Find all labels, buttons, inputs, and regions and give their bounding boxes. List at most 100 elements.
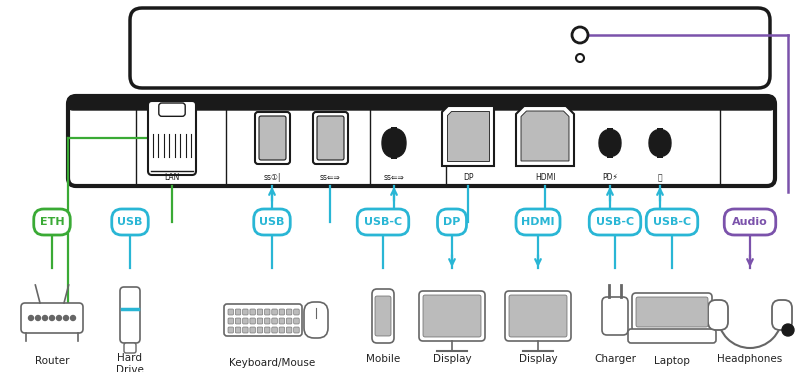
Polygon shape	[442, 106, 494, 166]
Circle shape	[35, 315, 41, 321]
Text: DP: DP	[462, 173, 474, 182]
FancyBboxPatch shape	[228, 327, 234, 333]
Text: USB-C: USB-C	[596, 217, 634, 227]
FancyBboxPatch shape	[254, 209, 290, 235]
FancyBboxPatch shape	[599, 129, 621, 157]
FancyBboxPatch shape	[646, 209, 698, 235]
FancyBboxPatch shape	[294, 309, 299, 315]
Text: ss⇐⇒: ss⇐⇒	[384, 173, 404, 182]
FancyBboxPatch shape	[250, 318, 255, 324]
FancyBboxPatch shape	[375, 296, 391, 336]
FancyBboxPatch shape	[148, 101, 196, 175]
FancyBboxPatch shape	[724, 209, 776, 235]
Text: Display: Display	[433, 354, 471, 364]
Polygon shape	[516, 106, 574, 166]
Text: Hard
Drive: Hard Drive	[116, 353, 144, 372]
FancyBboxPatch shape	[632, 293, 712, 331]
FancyBboxPatch shape	[272, 327, 278, 333]
Text: HDMI: HDMI	[522, 217, 554, 227]
Circle shape	[50, 315, 54, 321]
FancyBboxPatch shape	[313, 112, 348, 164]
FancyBboxPatch shape	[279, 327, 285, 333]
FancyBboxPatch shape	[235, 309, 241, 315]
FancyBboxPatch shape	[68, 96, 775, 110]
FancyBboxPatch shape	[708, 300, 728, 330]
Circle shape	[70, 315, 75, 321]
FancyBboxPatch shape	[124, 343, 136, 353]
Text: USB-C: USB-C	[653, 217, 691, 227]
Text: USB: USB	[118, 217, 142, 227]
FancyBboxPatch shape	[279, 318, 285, 324]
Text: Laptop: Laptop	[654, 356, 690, 366]
Polygon shape	[447, 111, 489, 161]
FancyBboxPatch shape	[272, 309, 278, 315]
Text: ⎕: ⎕	[658, 173, 662, 182]
FancyBboxPatch shape	[279, 309, 285, 315]
FancyBboxPatch shape	[382, 128, 406, 158]
FancyBboxPatch shape	[304, 302, 328, 338]
Circle shape	[63, 315, 69, 321]
FancyBboxPatch shape	[21, 303, 83, 333]
FancyBboxPatch shape	[228, 309, 234, 315]
FancyBboxPatch shape	[649, 129, 671, 157]
Polygon shape	[521, 111, 569, 161]
FancyBboxPatch shape	[250, 309, 255, 315]
Text: ss①|: ss①|	[263, 173, 281, 182]
Text: DP: DP	[443, 217, 461, 227]
FancyBboxPatch shape	[628, 329, 716, 343]
FancyBboxPatch shape	[294, 327, 299, 333]
FancyBboxPatch shape	[265, 318, 270, 324]
FancyBboxPatch shape	[602, 297, 628, 335]
Circle shape	[782, 324, 794, 336]
FancyBboxPatch shape	[112, 209, 148, 235]
FancyBboxPatch shape	[317, 116, 344, 160]
FancyBboxPatch shape	[372, 289, 394, 343]
FancyBboxPatch shape	[258, 327, 262, 333]
FancyBboxPatch shape	[158, 103, 185, 116]
FancyBboxPatch shape	[258, 309, 262, 315]
Text: Charger: Charger	[594, 354, 636, 364]
FancyBboxPatch shape	[286, 318, 292, 324]
FancyBboxPatch shape	[250, 327, 255, 333]
Text: Display: Display	[518, 354, 558, 364]
Text: HDMI: HDMI	[534, 173, 555, 182]
Text: ss⇐⇒: ss⇐⇒	[320, 173, 340, 182]
FancyBboxPatch shape	[228, 318, 234, 324]
Circle shape	[42, 315, 47, 321]
FancyBboxPatch shape	[286, 309, 292, 315]
FancyBboxPatch shape	[272, 318, 278, 324]
FancyBboxPatch shape	[505, 291, 571, 341]
FancyBboxPatch shape	[242, 327, 248, 333]
FancyBboxPatch shape	[255, 112, 290, 164]
FancyBboxPatch shape	[259, 116, 286, 160]
FancyBboxPatch shape	[242, 318, 248, 324]
FancyBboxPatch shape	[68, 96, 775, 186]
Text: Audio: Audio	[732, 217, 768, 227]
FancyBboxPatch shape	[294, 318, 299, 324]
FancyBboxPatch shape	[516, 209, 560, 235]
FancyBboxPatch shape	[224, 304, 302, 336]
FancyBboxPatch shape	[590, 209, 641, 235]
Circle shape	[57, 315, 62, 321]
FancyBboxPatch shape	[419, 291, 485, 341]
Text: ETH: ETH	[40, 217, 64, 227]
FancyBboxPatch shape	[509, 295, 567, 337]
FancyBboxPatch shape	[438, 209, 466, 235]
FancyBboxPatch shape	[235, 327, 241, 333]
FancyBboxPatch shape	[235, 318, 241, 324]
FancyBboxPatch shape	[265, 327, 270, 333]
Text: USB-C: USB-C	[364, 217, 402, 227]
Circle shape	[29, 315, 34, 321]
FancyBboxPatch shape	[286, 327, 292, 333]
Text: Router: Router	[34, 356, 70, 366]
FancyBboxPatch shape	[265, 309, 270, 315]
Text: Mobile: Mobile	[366, 354, 400, 364]
Text: Keyboard/Mouse: Keyboard/Mouse	[229, 358, 315, 368]
FancyBboxPatch shape	[358, 209, 409, 235]
FancyBboxPatch shape	[242, 309, 248, 315]
FancyBboxPatch shape	[258, 318, 262, 324]
FancyBboxPatch shape	[636, 297, 708, 327]
FancyBboxPatch shape	[34, 209, 70, 235]
Text: USB: USB	[259, 217, 285, 227]
FancyBboxPatch shape	[120, 287, 140, 343]
